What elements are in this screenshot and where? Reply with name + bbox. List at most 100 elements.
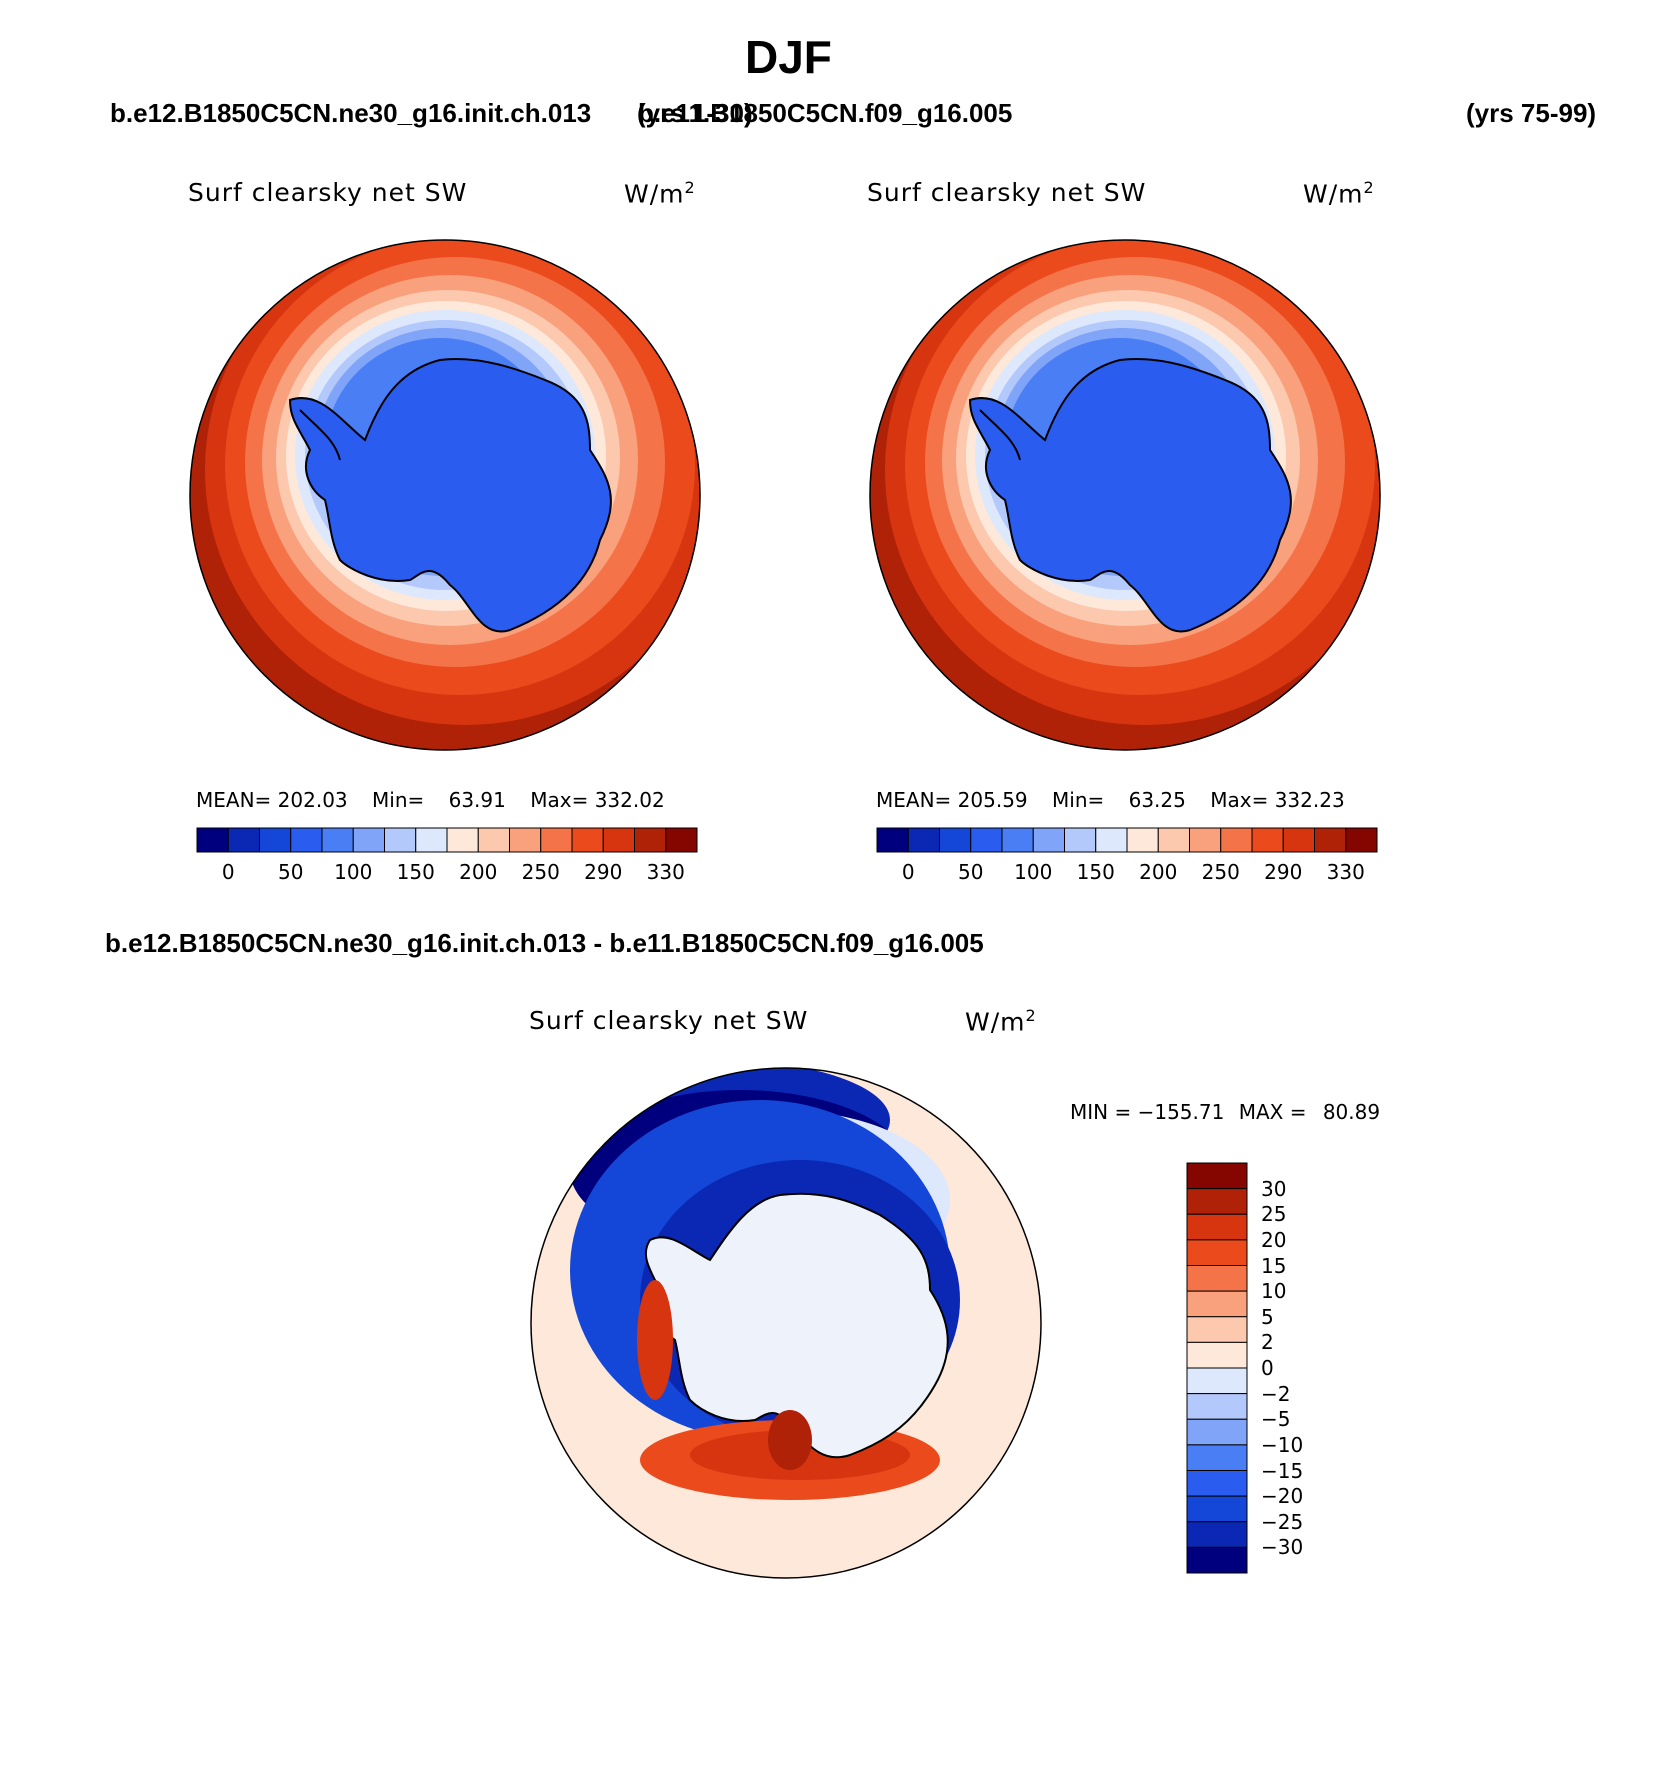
diff-colorbar-tick-label: 30 [1261, 1176, 1287, 1201]
panel2-colorbar-swatch [1064, 827, 1097, 853]
panel1-mean-label: MEAN= [196, 788, 272, 812]
diff-colorbar-tick-label: 25 [1261, 1202, 1287, 1227]
panel2-colorbar-swatch [1251, 827, 1284, 853]
diff-colorbar-swatch [1186, 1546, 1248, 1574]
units-text: W/m [624, 179, 685, 209]
panel1-colorbar-swatch [477, 827, 510, 853]
units-exponent: 2 [1363, 178, 1375, 197]
panel1-map [190, 240, 700, 750]
diff-colorbar-swatch [1186, 1444, 1248, 1471]
units-text: W/m [965, 1007, 1026, 1037]
panel2-map-border [869, 239, 1381, 751]
panel2-min-label: Min= [1052, 788, 1105, 812]
panel2-colorbar-swatch [1032, 827, 1065, 853]
panel1-colorbar-swatch [602, 827, 635, 853]
panel1-variable-label: Surf clearsky net SW [188, 178, 468, 207]
panel2-colorbar-swatch [1345, 827, 1378, 853]
diff-colorbar-tick-label: 15 [1261, 1253, 1287, 1278]
panel2-colorbar [876, 827, 1378, 853]
panel1-colorbar-swatch [571, 827, 604, 853]
panel2-colorbar-tick-label: 50 [958, 860, 984, 884]
panel1-colorbar-tick-label: 0 [221, 860, 235, 884]
diff-colorbar-swatch [1186, 1265, 1248, 1292]
diff-colorbar-tick-label: 5 [1261, 1304, 1274, 1329]
panel1-units-label: W/m2 [624, 178, 696, 208]
panel1-colorbar-swatch [665, 827, 698, 853]
run-a-years: (yrs 1-30) [637, 98, 753, 128]
panel2-max-value: 332.23 [1274, 788, 1345, 812]
diff-colorbar-tick-label: −2 [1261, 1381, 1291, 1406]
diff-title: b.e12.B1850C5CN.ne30_g16.init.ch.013 - b… [105, 928, 984, 958]
panel1-colorbar-tick-label: 330 [646, 860, 685, 884]
diff-colorbar-swatch [1186, 1316, 1248, 1343]
panel2-colorbar-swatch [1220, 827, 1253, 853]
panel1-colorbar-tick-label: 100 [334, 860, 373, 884]
panel1-map-border [189, 239, 701, 751]
panel2-mean-label: MEAN= [876, 788, 952, 812]
diff-colorbar-swatch [1186, 1495, 1248, 1523]
panel1-colorbar-swatch [415, 827, 448, 853]
diff-stats: MIN = −155.71 MAX = 80.89 [1070, 1100, 1380, 1124]
panel1-colorbar-swatch [352, 827, 385, 853]
panel1-colorbar-swatch [540, 827, 573, 853]
panel2-colorbar-swatch [1001, 827, 1034, 853]
diff-colorbar-swatch [1186, 1341, 1248, 1369]
diff-colorbar-swatch [1186, 1418, 1248, 1446]
run-b-title: b.e11.B1850C5CN.f09_g16.005 [638, 98, 1013, 128]
diff-min-label: MIN = [1070, 1100, 1132, 1124]
diff-max-value: 80.89 [1322, 1100, 1381, 1124]
panel1-max-value: 332.02 [594, 788, 665, 812]
panel1-colorbar-swatch [321, 827, 354, 853]
diff-colorbar [1186, 1162, 1248, 1574]
diff-colorbar-swatch [1186, 1213, 1248, 1241]
panel2-variable-label: Surf clearsky net SW [867, 178, 1147, 207]
panel1-max-label: Max= [530, 788, 589, 812]
units-exponent: 2 [684, 178, 696, 197]
units-exponent: 2 [1025, 1006, 1037, 1025]
panel1-min-value: 63.91 [448, 788, 506, 812]
panel2-min-value: 63.25 [1128, 788, 1186, 812]
panel1-colorbar-swatch [384, 827, 417, 853]
diff-colorbar-swatch [1186, 1470, 1248, 1497]
diff-min-value: −155.71 [1137, 1100, 1225, 1124]
diff-colorbar-tick-label: −10 [1261, 1432, 1304, 1457]
panel2-colorbar-swatch [970, 827, 1003, 853]
diff-colorbar-tick-label: −5 [1261, 1407, 1291, 1432]
run-a-title: b.e12.B1850C5CN.ne30_g16.init.ch.013 [110, 98, 592, 128]
panel1-colorbar-swatch [196, 827, 229, 853]
run-b-years: (yrs 75-99) [1466, 98, 1597, 128]
panel1-colorbar-swatch [509, 827, 542, 853]
panel2-colorbar-swatch [1126, 827, 1159, 853]
panel1-colorbar-swatch [290, 827, 323, 853]
diff-colorbar-swatch [1186, 1290, 1248, 1318]
panel1-colorbar-swatch [634, 827, 667, 853]
panel1-antarctica [288, 358, 612, 633]
units-text: W/m [1303, 179, 1364, 209]
diff-colorbar-swatch [1186, 1367, 1248, 1395]
panel2-max-label: Max= [1210, 788, 1269, 812]
panel2-colorbar-swatch [1314, 827, 1347, 853]
diff-colorbar-tick-label: 10 [1261, 1279, 1287, 1304]
panel2-colorbar-tick-label: 250 [1201, 860, 1240, 884]
panel1-colorbar-tick-label: 290 [584, 860, 623, 884]
panel1-mean-value: 202.03 [277, 788, 348, 812]
diff-colorbar-tick-label: −15 [1261, 1458, 1304, 1483]
panel2-colorbar-swatch [1095, 827, 1128, 853]
season-title: DJF [745, 31, 832, 83]
panel2-antarctica [968, 358, 1292, 633]
diff-units-label: W/m2 [965, 1006, 1037, 1036]
diff-variable-label: Surf clearsky net SW [529, 1006, 809, 1035]
panel1-colorbar-tick-label: 50 [278, 860, 304, 884]
diff-colorbar-tick-label: −25 [1261, 1509, 1304, 1534]
panel1-colorbar-tick-label: 250 [521, 860, 560, 884]
diff-colorbar-tick-label: −20 [1261, 1484, 1304, 1509]
diff-colorbar-swatch [1186, 1188, 1248, 1215]
panel2-stats: MEAN= 205.59 Min= 63.25 Max= 332.23 [876, 788, 1345, 812]
panel2-map [870, 240, 1380, 750]
panel1-colorbar-swatch [446, 827, 479, 853]
diff-colorbar-swatch [1186, 1393, 1248, 1420]
panel1-min-label: Min= [372, 788, 425, 812]
panel1-colorbar-swatch [259, 827, 292, 853]
diff-max-label: MAX = [1238, 1100, 1307, 1124]
panel2-colorbar-swatch [907, 827, 940, 853]
